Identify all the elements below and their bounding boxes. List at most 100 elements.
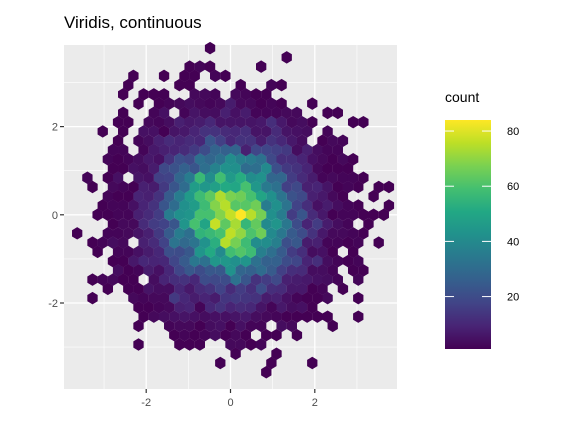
hex-bin (353, 254, 364, 268)
hex-bin (281, 273, 292, 286)
hex-bin (174, 152, 185, 166)
y-tick-label: -2 (48, 298, 58, 310)
hex-bin (210, 125, 221, 138)
hex-bin (230, 125, 241, 138)
hex-bin (158, 236, 170, 249)
hex-bin (158, 143, 170, 157)
hex-bin (322, 273, 333, 286)
hex-bin (307, 171, 318, 184)
hex-bin (210, 143, 221, 157)
hex-bin (210, 106, 221, 120)
hex-bin (240, 88, 251, 101)
hex-bin (296, 264, 308, 277)
hex-bin (220, 236, 231, 249)
hex-bin (220, 254, 231, 268)
hex-bin (107, 143, 119, 157)
hex-bin (342, 254, 354, 268)
hex-bin (215, 301, 226, 314)
hex-bin (164, 208, 175, 222)
hex-bin (256, 190, 267, 203)
hex-bin (148, 106, 159, 120)
hex-bin (164, 301, 175, 314)
hex-bin (112, 115, 124, 129)
hex-bin (153, 264, 165, 277)
hex-bin (138, 310, 149, 323)
hex-bin (102, 190, 114, 203)
hex-bin (153, 152, 165, 166)
hex-bin (158, 88, 170, 101)
hex-bin (220, 199, 231, 212)
hex-bin (322, 180, 333, 194)
hex-bin (123, 245, 134, 259)
hex-bin (164, 282, 175, 296)
hex-bin (342, 217, 354, 231)
hex-bin (215, 115, 226, 129)
hex-bin (179, 273, 190, 286)
hex-bin (184, 60, 195, 73)
hex-bin (164, 319, 175, 333)
hex-bin (189, 310, 200, 323)
hex-bin (256, 171, 267, 184)
hex-bin (118, 217, 129, 231)
hex-bin (128, 199, 139, 212)
hex-bin (266, 208, 277, 222)
hex-bin (225, 208, 236, 222)
hex-bin (225, 264, 236, 277)
hex-bin (281, 125, 292, 138)
hex-bin (118, 162, 129, 175)
hex-bin (291, 254, 303, 268)
hex-bin (189, 236, 200, 249)
hex-bin (97, 199, 108, 212)
hex-bin (358, 227, 369, 240)
hex-bin (337, 134, 349, 147)
hex-bin (112, 245, 124, 259)
hex-bin (322, 236, 333, 249)
hex-bin (174, 227, 185, 240)
hex-bin (194, 171, 205, 184)
hex-bin (266, 245, 277, 259)
hex-bin (153, 190, 165, 203)
hex-bin (302, 143, 313, 157)
hex-bin (138, 180, 149, 194)
hex-bin (286, 301, 297, 314)
hex-bin (158, 291, 170, 305)
hex-bin (210, 162, 221, 175)
hex-bin (276, 208, 287, 222)
hex-bin (138, 291, 149, 305)
hex-bin (337, 208, 349, 222)
hex-bin (296, 152, 308, 166)
hex-bin (118, 143, 129, 157)
hex-bin (194, 282, 205, 296)
hex-bin (204, 208, 216, 222)
hex-bin (112, 134, 124, 147)
hex-bin (72, 227, 83, 240)
hex-bin (199, 217, 211, 231)
hex-bin (179, 254, 190, 268)
hex-bin (347, 171, 359, 184)
hex-bin (107, 254, 119, 268)
hex-bin (250, 236, 262, 249)
hex-bin (281, 199, 292, 212)
y-tick-label: 0 (52, 210, 58, 222)
hex-bin (256, 208, 267, 222)
hex-bin (215, 97, 226, 110)
hex-bin (123, 152, 134, 166)
hex-bin (353, 273, 364, 286)
hex-bin (133, 264, 144, 277)
hex-bin (271, 180, 282, 194)
hex-bin (327, 319, 338, 333)
hex-bin (225, 319, 236, 333)
hex-bin (317, 282, 328, 296)
hex-bin (143, 282, 154, 296)
hex-bin (302, 236, 313, 249)
hex-bin (312, 180, 323, 194)
hex-bin (296, 227, 308, 240)
hex-bin (281, 106, 292, 120)
hex-bin (169, 291, 180, 305)
hex-bin (261, 180, 272, 194)
legend-tick-label: 40 (507, 236, 519, 248)
hex-bin (347, 264, 359, 277)
hex-bin (225, 152, 236, 166)
hex-bin (133, 282, 144, 296)
hex-bin (112, 152, 124, 166)
